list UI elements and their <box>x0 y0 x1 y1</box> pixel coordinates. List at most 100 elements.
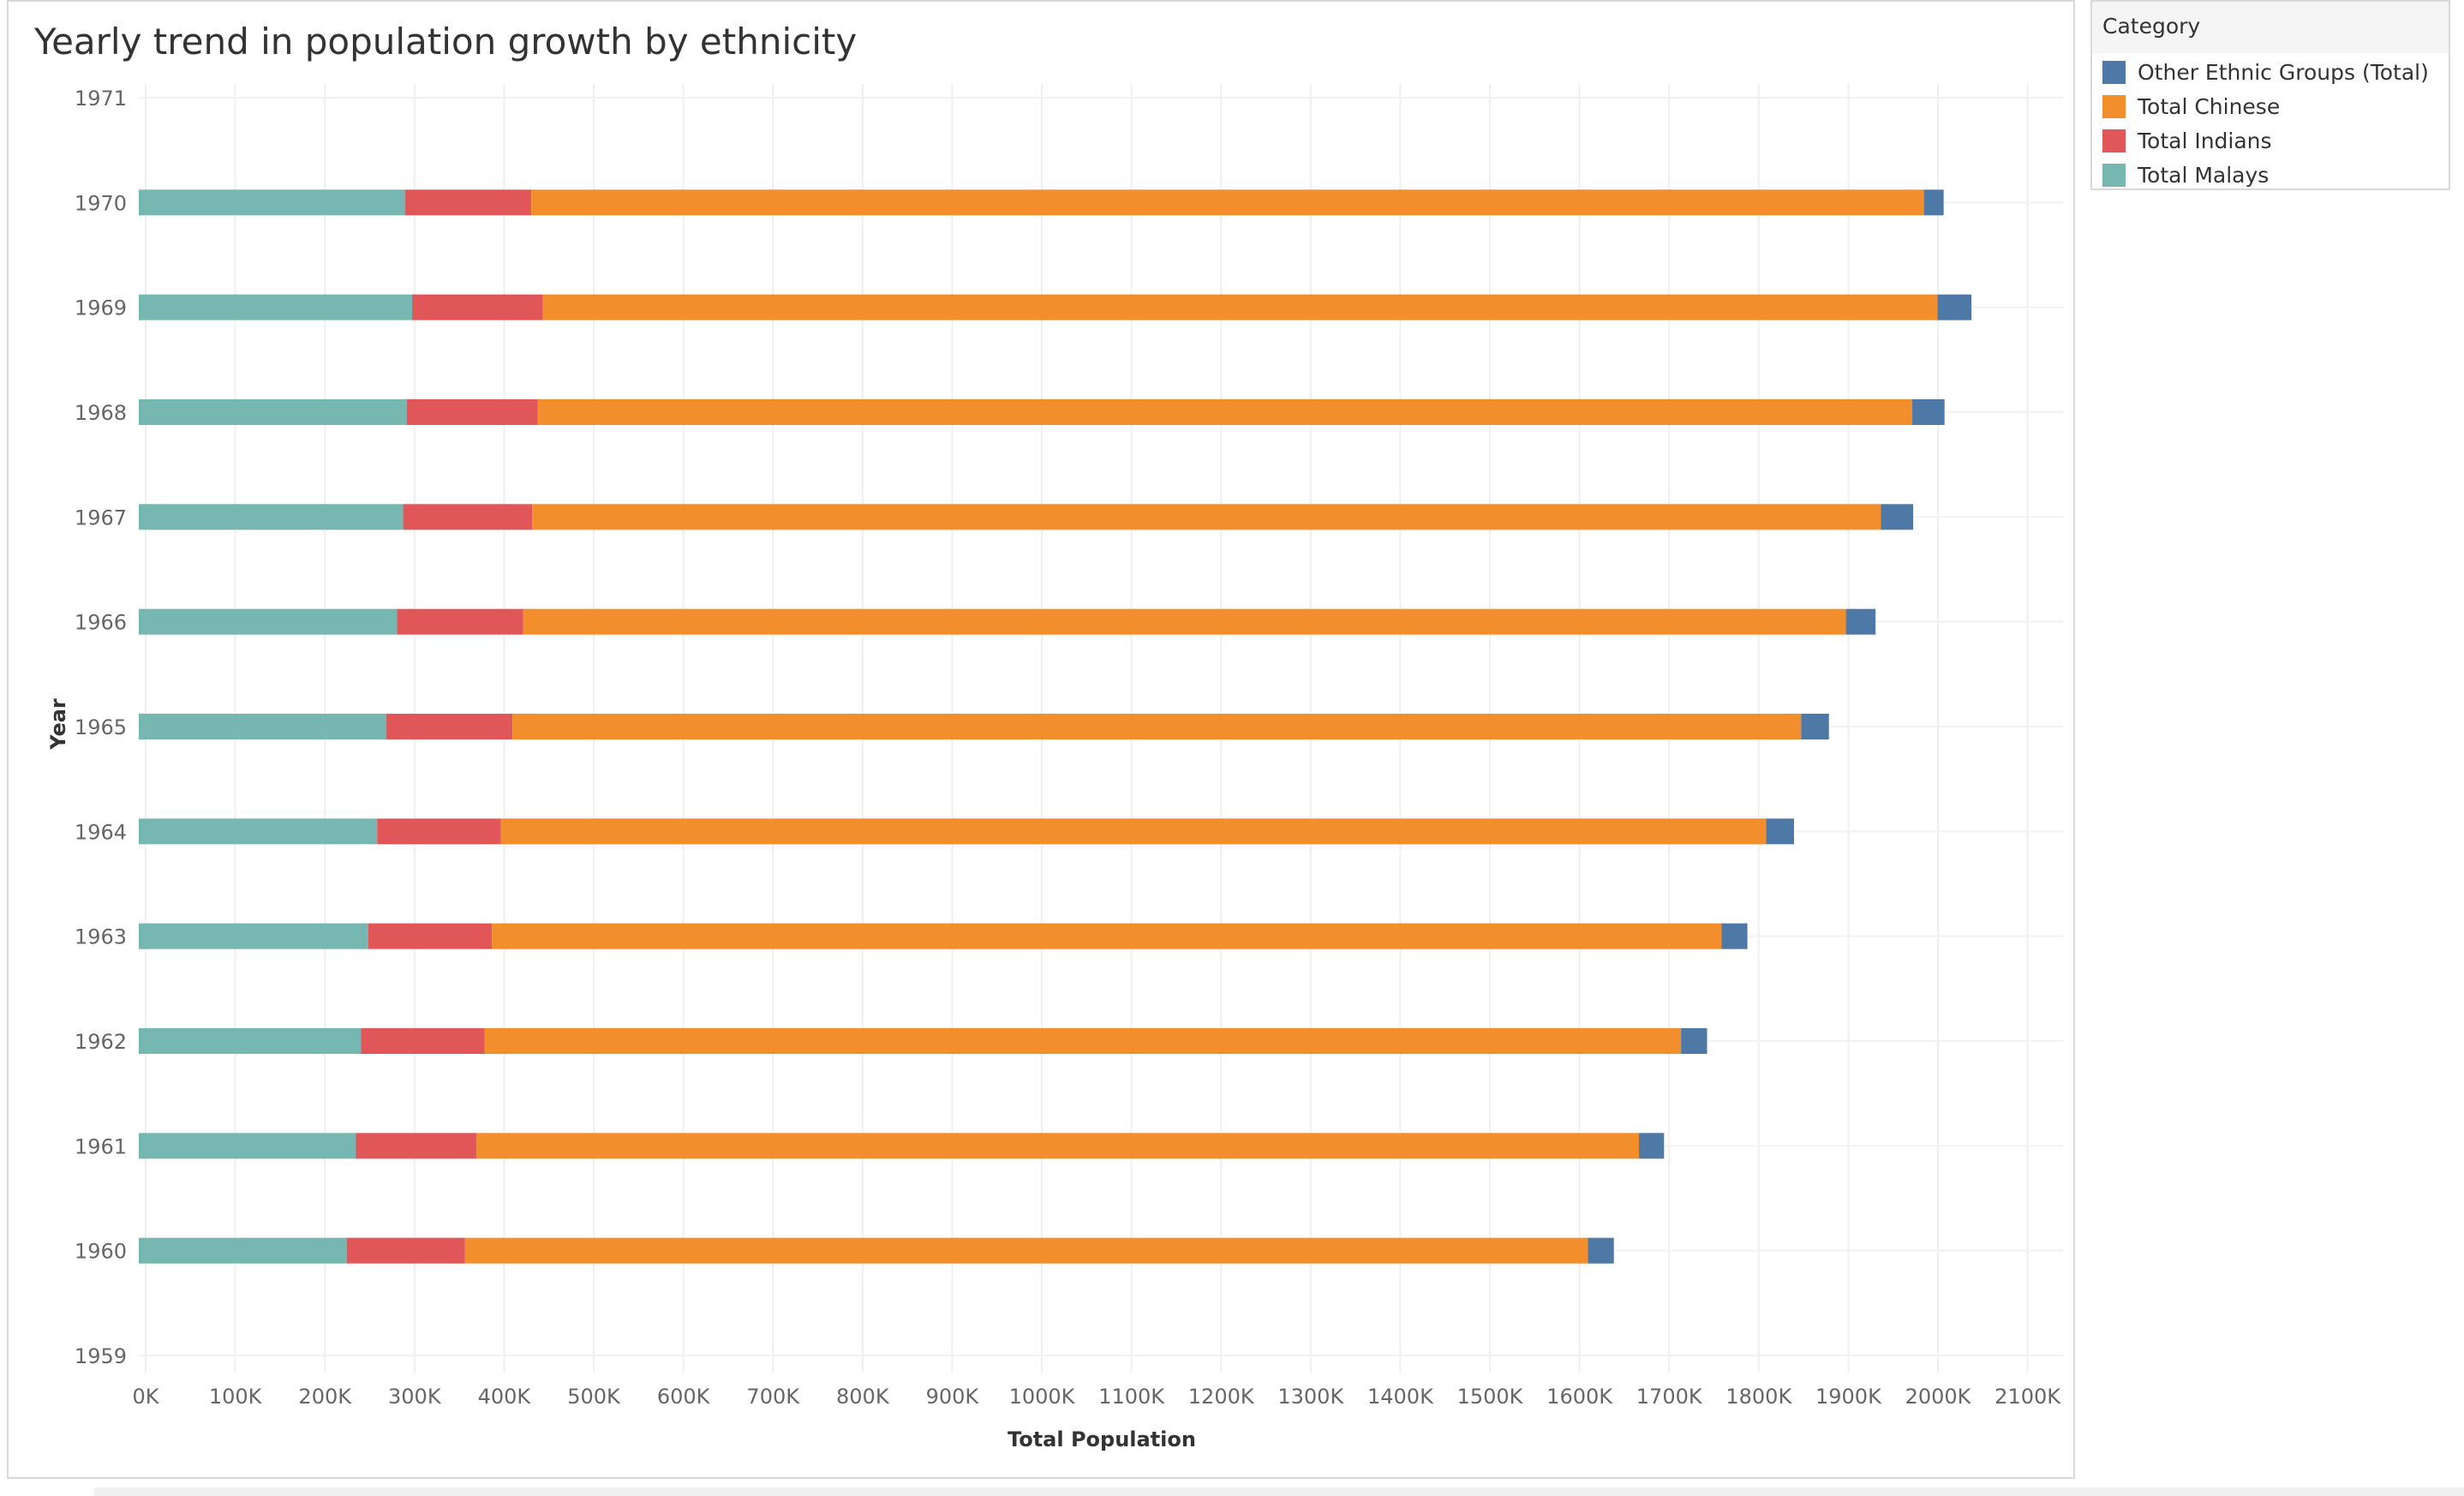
legend-label-malays: Total Malays <box>2138 162 2270 188</box>
legend-swatch-malays <box>2102 163 2126 187</box>
bar-1961-total-chinese[interactable] <box>476 1133 1640 1159</box>
bar-1967-total-indians[interactable] <box>403 504 533 530</box>
x-tick-label: 1100K <box>1098 1385 1165 1409</box>
bar-1963-total-chinese[interactable] <box>492 923 1722 949</box>
bar-1967-total-malays[interactable] <box>139 504 404 530</box>
bar-1961-total-malays[interactable] <box>139 1133 356 1159</box>
bar-1965-other-ethnic-groups-total-[interactable] <box>1801 714 1829 739</box>
bar-1970-total-chinese[interactable] <box>531 189 1924 216</box>
x-tick-label: 800K <box>836 1385 890 1409</box>
bar-1962-total-malays[interactable] <box>139 1028 362 1054</box>
legend-item-other[interactable]: Other Ethnic Groups (Total) <box>2102 55 2429 89</box>
bars <box>139 189 1972 1264</box>
legend-swatch-chinese <box>2102 94 2126 118</box>
y-tick-label: 1965 <box>75 715 127 739</box>
bar-1962-total-indians[interactable] <box>361 1028 485 1054</box>
bar-1964-other-ethnic-groups-total-[interactable] <box>1766 818 1794 845</box>
bar-1966-total-malays[interactable] <box>139 608 398 635</box>
x-tick-label: 300K <box>388 1385 442 1409</box>
bar-1968-total-malays[interactable] <box>139 399 407 425</box>
y-tick-label: 1969 <box>75 296 127 320</box>
legend-label-chinese: Total Chinese <box>2138 93 2281 119</box>
bar-1965-total-chinese[interactable] <box>512 714 1802 739</box>
y-tick-label: 1960 <box>75 1240 127 1264</box>
y-tick-label: 1964 <box>75 820 127 844</box>
bar-1965-total-indians[interactable] <box>386 714 513 739</box>
bar-1968-total-indians[interactable] <box>406 399 538 425</box>
y-tick-label: 1971 <box>75 87 127 111</box>
bar-1967-other-ethnic-groups-total-[interactable] <box>1881 504 1914 530</box>
bar-1964-total-chinese[interactable] <box>500 818 1767 845</box>
x-tick-label: 2100K <box>1995 1385 2061 1409</box>
x-tick-label: 500K <box>567 1385 621 1409</box>
bar-1966-total-indians[interactable] <box>397 608 523 635</box>
y-axis-ticks: 1971 1970 1969 1968 1967 1966 1965 1964 1963 1962… <box>75 87 127 1368</box>
x-tick-label: 1000K <box>1009 1385 1076 1409</box>
legend-title: Category <box>2092 2 2449 53</box>
y-tick-label: 1968 <box>75 401 127 425</box>
y-tick-label: 1963 <box>75 925 127 949</box>
bar-1961-other-ethnic-groups-total-[interactable] <box>1639 1133 1665 1159</box>
x-tick-label: 1700K <box>1636 1385 1703 1409</box>
x-tick-label: 1900K <box>1815 1385 1882 1409</box>
bar-1966-other-ethnic-groups-total-[interactable] <box>1845 608 1876 635</box>
x-tick-label: 2000K <box>1905 1385 1972 1409</box>
y-tick-label: 1966 <box>75 611 127 635</box>
x-axis-ticks: 0K 100K 200K 300K 400K 500K 600K 700K 800K 900K 10… <box>132 1385 2061 1409</box>
chart-frame: Yearly trend in population growth by eth… <box>7 0 2075 1479</box>
bar-1970-total-malays[interactable] <box>139 189 405 216</box>
x-tick-label: 100K <box>209 1385 263 1409</box>
bar-1969-total-chinese[interactable] <box>542 294 1938 320</box>
legend-swatch-other <box>2102 60 2126 84</box>
y-tick-label: 1962 <box>75 1030 127 1054</box>
bar-1960-total-malays[interactable] <box>139 1237 347 1264</box>
legend-item-malays[interactable]: Total Malays <box>2102 158 2269 192</box>
legend-label-indians: Total Indians <box>2138 128 2272 153</box>
y-tick-label: 1961 <box>75 1134 127 1158</box>
bar-1963-total-malays[interactable] <box>139 923 368 949</box>
x-tick-label: 1600K <box>1546 1385 1613 1409</box>
bar-1960-total-chinese[interactable] <box>464 1237 1588 1264</box>
bar-1966-total-chinese[interactable] <box>523 608 1846 635</box>
bar-1960-total-indians[interactable] <box>346 1237 465 1264</box>
legend: Category Other Ethnic Groups (Total) Tot… <box>2090 0 2450 190</box>
legend-item-chinese[interactable]: Total Chinese <box>2102 89 2280 123</box>
x-axis-label: Total Population <box>1008 1427 1196 1451</box>
bar-1970-other-ethnic-groups-total-[interactable] <box>1923 189 1944 216</box>
x-tick-label: 1500K <box>1457 1385 1524 1409</box>
bar-1969-total-malays[interactable] <box>139 294 413 320</box>
x-tick-label: 1800K <box>1725 1385 1792 1409</box>
x-tick-label: 200K <box>298 1385 352 1409</box>
bar-1963-total-indians[interactable] <box>368 923 493 949</box>
bar-1970-total-indians[interactable] <box>404 189 532 216</box>
x-tick-label: 1200K <box>1188 1385 1255 1409</box>
bar-1969-other-ethnic-groups-total-[interactable] <box>1937 294 1972 320</box>
bar-1969-total-indians[interactable] <box>412 294 543 320</box>
bar-1964-total-indians[interactable] <box>377 818 501 845</box>
y-tick-label: 1970 <box>75 191 127 215</box>
bar-1960-other-ethnic-groups-total-[interactable] <box>1588 1237 1614 1264</box>
legend-swatch-indians <box>2102 129 2126 153</box>
x-tick-label: 0K <box>132 1385 159 1409</box>
bar-1965-total-malays[interactable] <box>139 714 386 739</box>
bar-1968-total-chinese[interactable] <box>537 399 1913 425</box>
x-tick-label: 900K <box>926 1385 980 1409</box>
legend-label-other: Other Ethnic Groups (Total) <box>2138 59 2429 85</box>
x-tick-label: 700K <box>746 1385 800 1409</box>
x-tick-label: 1400K <box>1367 1385 1434 1409</box>
y-tick-label: 1959 <box>75 1344 127 1368</box>
bar-1968-other-ethnic-groups-total-[interactable] <box>1912 399 1945 425</box>
y-tick-label: 1967 <box>75 506 127 530</box>
scroll-bar[interactable] <box>94 1487 2464 1496</box>
x-tick-label: 400K <box>478 1385 532 1409</box>
bar-1967-total-chinese[interactable] <box>532 504 1881 530</box>
y-axis-label: Year <box>46 698 70 751</box>
bar-1962-total-chinese[interactable] <box>484 1028 1682 1054</box>
legend-item-indians[interactable]: Total Indians <box>2102 123 2272 158</box>
bar-1961-total-indians[interactable] <box>356 1133 477 1159</box>
bar-1964-total-malays[interactable] <box>139 818 378 845</box>
x-tick-label: 600K <box>657 1385 711 1409</box>
chart-title: Yearly trend in population growth by eth… <box>34 21 858 63</box>
bar-1963-other-ethnic-groups-total-[interactable] <box>1721 923 1748 949</box>
bar-1962-other-ethnic-groups-total-[interactable] <box>1681 1028 1707 1054</box>
